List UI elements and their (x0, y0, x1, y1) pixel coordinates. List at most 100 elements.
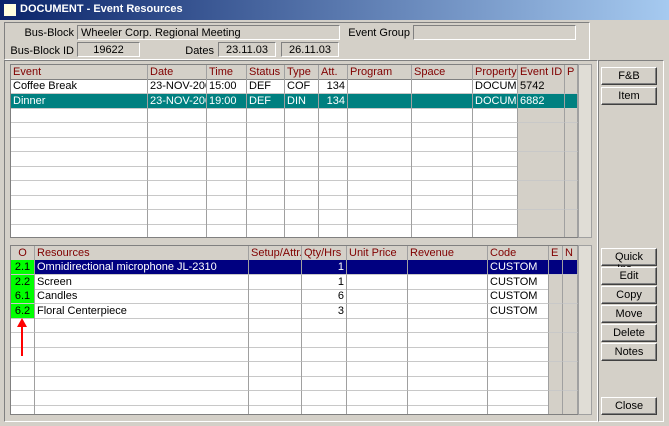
cell[interactable] (35, 376, 249, 391)
cell[interactable] (247, 108, 285, 123)
cell[interactable] (249, 347, 302, 362)
cell[interactable] (565, 93, 578, 109)
cell[interactable] (563, 361, 578, 377)
cell[interactable] (412, 180, 473, 196)
cell[interactable]: DOCUMEN (473, 93, 518, 109)
cell[interactable] (249, 303, 302, 319)
cell[interactable]: 23-NOV-2003 (148, 93, 207, 109)
cell[interactable] (408, 260, 488, 275)
cell[interactable] (11, 195, 148, 210)
cell[interactable] (207, 209, 247, 225)
cell[interactable] (302, 361, 347, 377)
cell[interactable]: Floral Centerpiece (35, 303, 249, 319)
cell[interactable] (563, 332, 578, 348)
cell[interactable] (285, 166, 319, 181)
cell[interactable] (35, 332, 249, 348)
cell[interactable]: CUSTOM (488, 274, 549, 290)
cell[interactable] (412, 151, 473, 167)
cell[interactable] (565, 180, 578, 196)
cell[interactable] (11, 137, 148, 152)
cell[interactable] (412, 93, 473, 109)
cell[interactable] (549, 405, 563, 414)
cell[interactable]: Dinner (11, 93, 148, 109)
cell[interactable] (319, 151, 348, 167)
cell[interactable] (408, 303, 488, 319)
cell[interactable] (247, 151, 285, 167)
cell[interactable] (565, 195, 578, 210)
cell[interactable]: 23-NOV-2003 (148, 79, 207, 94)
cell[interactable] (148, 224, 207, 237)
button[interactable]: Quick Ins... (601, 248, 657, 275)
cell[interactable] (488, 390, 549, 406)
cell[interactable]: 5742 (518, 79, 565, 94)
cell[interactable] (563, 260, 578, 275)
cell[interactable] (347, 303, 408, 319)
cell[interactable] (302, 332, 347, 348)
cell[interactable] (348, 93, 412, 109)
cell[interactable] (302, 405, 347, 414)
cell[interactable] (11, 405, 35, 414)
cell[interactable] (518, 166, 565, 181)
cell[interactable]: CUSTOM (488, 260, 549, 275)
cell[interactable] (11, 108, 148, 123)
cell[interactable] (348, 137, 412, 152)
cell[interactable] (563, 289, 578, 304)
cell[interactable] (408, 318, 488, 333)
cell[interactable]: Screen (35, 274, 249, 290)
cell[interactable] (148, 166, 207, 181)
button[interactable]: Delete (601, 324, 657, 342)
cell[interactable]: DEF (247, 79, 285, 94)
cell[interactable] (11, 180, 148, 196)
cell[interactable] (348, 79, 412, 94)
cell[interactable] (549, 390, 563, 406)
cell[interactable] (412, 224, 473, 237)
cell[interactable] (518, 195, 565, 210)
cell[interactable] (565, 166, 578, 181)
cell[interactable] (247, 224, 285, 237)
cell[interactable] (148, 108, 207, 123)
cell[interactable] (11, 122, 148, 138)
cell[interactable] (347, 376, 408, 391)
cell[interactable] (549, 318, 563, 333)
cell[interactable] (11, 224, 148, 237)
cell[interactable] (412, 166, 473, 181)
cell[interactable] (207, 108, 247, 123)
cell[interactable] (473, 108, 518, 123)
cell[interactable]: 2.1 (11, 260, 35, 275)
cell[interactable] (35, 318, 249, 333)
cell[interactable]: Coffee Break (11, 79, 148, 94)
cell[interactable] (207, 195, 247, 210)
cell[interactable] (549, 332, 563, 348)
cell[interactable] (207, 180, 247, 196)
cell[interactable] (473, 224, 518, 237)
cell[interactable] (247, 166, 285, 181)
button[interactable]: Copy (601, 286, 657, 304)
cell[interactable] (285, 137, 319, 152)
cell[interactable] (518, 224, 565, 237)
cell[interactable] (518, 137, 565, 152)
cell[interactable] (488, 361, 549, 377)
cell[interactable]: 2.2 (11, 274, 35, 290)
cell[interactable] (348, 151, 412, 167)
cell[interactable]: Candles (35, 289, 249, 304)
cell[interactable] (473, 151, 518, 167)
cell[interactable] (249, 376, 302, 391)
button[interactable]: F&B (601, 67, 657, 85)
cell[interactable] (347, 347, 408, 362)
cell[interactable] (207, 137, 247, 152)
cell[interactable] (549, 274, 563, 290)
cell[interactable] (302, 347, 347, 362)
cell[interactable] (319, 209, 348, 225)
cell[interactable] (348, 195, 412, 210)
cell[interactable] (473, 180, 518, 196)
cell[interactable] (148, 122, 207, 138)
cell[interactable] (148, 209, 207, 225)
cell[interactable] (11, 347, 35, 362)
cell[interactable] (348, 224, 412, 237)
cell[interactable] (247, 122, 285, 138)
cell[interactable] (347, 274, 408, 290)
cell[interactable]: 3 (302, 303, 347, 319)
cell[interactable] (207, 151, 247, 167)
button[interactable]: Edit (601, 267, 657, 285)
cell[interactable] (518, 108, 565, 123)
